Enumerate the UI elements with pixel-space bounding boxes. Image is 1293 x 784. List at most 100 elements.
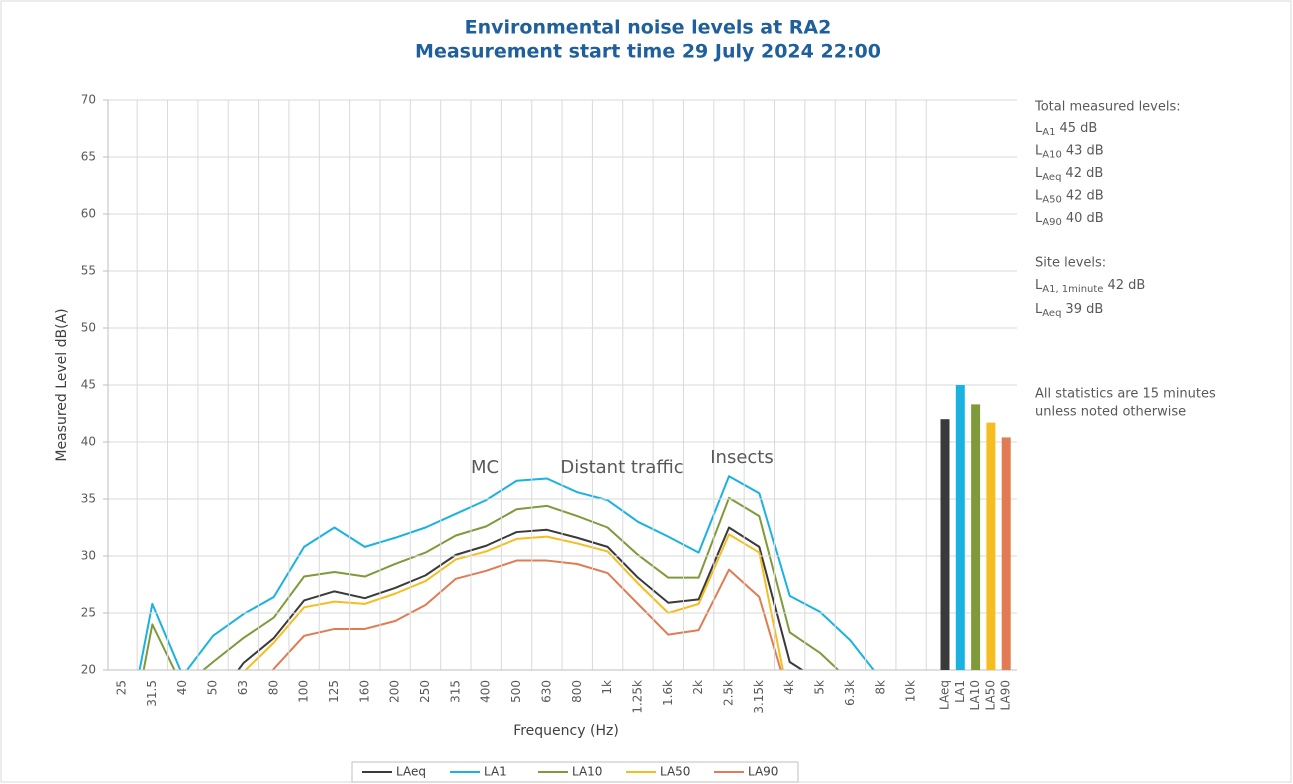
note-symbol: L: [1035, 302, 1043, 317]
y-tick-label: 30: [81, 549, 96, 563]
legend-label: LA10: [572, 765, 602, 779]
x-tick-label: 100: [297, 680, 311, 703]
note-symbol: L: [1035, 166, 1043, 181]
note-symbol: L: [1035, 278, 1043, 293]
series-line: [237, 526, 805, 670]
x-tick-label: 315: [448, 680, 462, 703]
y-tick-label: 40: [81, 435, 96, 449]
note-symbol: L: [1035, 211, 1043, 226]
x-tick-label: 1.6k: [661, 680, 675, 706]
chart-subtitle: Measurement start time 29 July 2024 22:0…: [415, 41, 881, 63]
legend-box: [351, 761, 799, 783]
y-tick-label: 65: [81, 150, 96, 164]
note-value: 39 dB: [1065, 302, 1103, 317]
x-tick-label: 500: [509, 680, 523, 703]
note-symbol: L: [1035, 121, 1043, 136]
note-value: 42 dB: [1066, 188, 1104, 203]
note-heading: Total measured levels:: [1034, 100, 1181, 115]
note-level: LA10 43 dB: [1035, 143, 1104, 161]
note-value: 42 dB: [1107, 278, 1145, 293]
x-tick-label: 8k: [873, 680, 887, 695]
footnote: All statistics are 15 minutes: [1035, 387, 1216, 402]
note-subscript: A50: [1042, 195, 1062, 206]
footnote: unless noted otherwise: [1035, 405, 1186, 420]
x-tick-label: 160: [357, 680, 371, 703]
note-subscript: Aeq: [1042, 172, 1061, 183]
bar: [971, 404, 981, 670]
y-tick-label: 45: [81, 378, 96, 392]
note-subscript: A1: [1042, 127, 1055, 138]
note-value: 40 dB: [1066, 211, 1104, 226]
annotation: Insects: [710, 447, 774, 468]
x-tick-label: 10k: [904, 680, 918, 702]
x-tick-label: 1k: [600, 680, 614, 695]
legend-label: LA90: [748, 765, 778, 779]
legend-label: LA1: [484, 765, 507, 779]
annotation: MC: [471, 457, 499, 478]
note-value: 42 dB: [1065, 166, 1103, 181]
note-symbol: L: [1035, 188, 1043, 203]
x-tick-label: 80: [266, 680, 280, 695]
x-tick-label: 6.3k: [843, 680, 857, 706]
series-line: [138, 475, 875, 670]
note-level: LA1 45 dB: [1035, 121, 1097, 139]
series-line: [142, 496, 840, 670]
bar: [986, 422, 996, 670]
note-value: 43 dB: [1066, 143, 1104, 158]
note-subscript: A90: [1042, 217, 1062, 228]
note-symbol: L: [1035, 143, 1043, 158]
note-subscript: A1, 1minute: [1042, 284, 1103, 295]
x-tick-label: 63: [236, 680, 250, 695]
y-tick-label: 35: [81, 492, 96, 506]
series-line: [271, 559, 782, 670]
note-heading: Site levels:: [1035, 256, 1106, 271]
y-axis-label: Measured Level dB(A): [54, 308, 70, 461]
y-tick-label: 25: [81, 606, 96, 620]
bar: [940, 419, 950, 670]
x-tick-label: LA10: [968, 680, 982, 710]
x-tick-label: 40: [175, 680, 189, 695]
x-tick-label: 250: [418, 680, 432, 703]
x-tick-label: 1.25k: [630, 680, 644, 714]
y-tick-label: 55: [81, 264, 96, 278]
x-tick-label: 31.5: [145, 680, 159, 707]
x-tick-label: 200: [388, 680, 402, 703]
chart-title: Environmental noise levels at RA2: [465, 17, 832, 39]
x-tick-label: LA90: [999, 680, 1013, 710]
x-tick-label: 400: [479, 680, 493, 703]
bar: [955, 385, 965, 670]
x-axis-label: Frequency (Hz): [513, 723, 619, 739]
x-tick-label: LA50: [983, 680, 997, 710]
y-tick-label: 50: [81, 321, 96, 335]
x-tick-label: 2k: [691, 680, 705, 695]
note-subscript: Aeq: [1042, 308, 1061, 319]
x-tick-label: 800: [570, 680, 584, 703]
x-tick-label: 125: [327, 680, 341, 703]
x-tick-label: LAeq: [938, 680, 952, 710]
legend-label: LAeq: [396, 765, 426, 779]
note-subscript: A10: [1042, 150, 1062, 161]
annotation: Distant traffic: [560, 457, 683, 478]
x-tick-label: 5k: [813, 680, 827, 695]
note-level: LA1, 1minute 42 dB: [1035, 278, 1145, 296]
y-tick-label: 70: [81, 93, 96, 107]
x-tick-label: LA1: [953, 680, 967, 703]
x-tick-label: 630: [539, 680, 553, 703]
note-level: LA50 42 dB: [1035, 188, 1104, 206]
bar: [1001, 437, 1011, 670]
x-tick-label: 2.5k: [722, 680, 736, 706]
x-tick-label: 50: [206, 680, 220, 695]
note-value: 45 dB: [1059, 121, 1097, 136]
lines: [138, 475, 875, 670]
y-tick-label: 20: [81, 663, 96, 677]
note-level: LAeq 42 dB: [1035, 166, 1103, 184]
legend-label: LA50: [660, 765, 690, 779]
x-tick-label: 4k: [782, 680, 796, 695]
note-level: LAeq 39 dB: [1035, 302, 1103, 320]
x-tick-label: 25: [115, 680, 129, 695]
y-tick-label: 60: [81, 207, 96, 221]
x-tick-label: 3.15k: [752, 680, 766, 714]
